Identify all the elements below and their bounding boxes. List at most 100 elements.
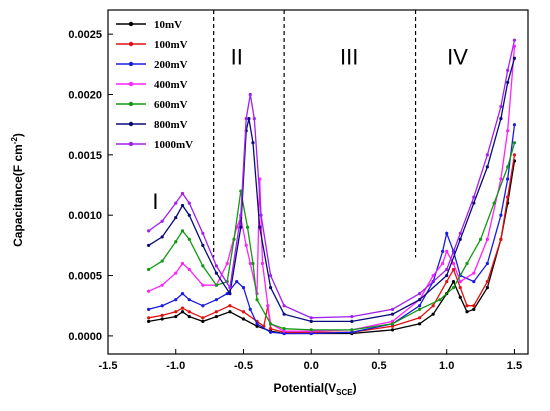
data-point — [160, 235, 164, 239]
data-point — [512, 56, 517, 60]
data-point — [180, 261, 185, 266]
data-point — [499, 237, 503, 241]
data-point — [472, 195, 476, 199]
data-point — [266, 304, 270, 308]
data-point — [232, 237, 236, 241]
data-point — [485, 286, 489, 290]
data-point — [214, 283, 218, 287]
data-point — [485, 237, 489, 241]
data-point — [472, 304, 476, 308]
y-tick-label: 0.0005 — [68, 271, 102, 283]
data-point — [180, 203, 185, 208]
data-point — [445, 273, 449, 278]
region-labels: III III IV — [152, 44, 468, 214]
data-point — [187, 213, 191, 217]
y-tick-label: 0.0000 — [68, 331, 102, 343]
data-point — [506, 177, 510, 181]
data-point — [147, 243, 151, 247]
data-point — [445, 279, 449, 284]
data-point — [268, 330, 273, 334]
data-point — [458, 279, 462, 284]
y-tick-label: 0.0010 — [68, 210, 102, 222]
data-point — [251, 141, 255, 145]
data-point — [390, 307, 395, 311]
data-point — [441, 261, 445, 266]
legend-item: 400mV — [116, 79, 188, 91]
data-point — [506, 129, 510, 133]
data-point — [174, 271, 178, 275]
data-point — [174, 310, 178, 314]
data-point — [201, 264, 205, 268]
x-tick-label: 1.5 — [507, 360, 522, 372]
data-point — [255, 298, 259, 302]
series-line — [148, 124, 516, 335]
data-point — [451, 286, 456, 290]
x-tick-label: 0.0 — [304, 360, 319, 372]
data-point — [201, 316, 205, 320]
data-point — [512, 123, 517, 127]
data-point — [485, 153, 489, 157]
data-point — [248, 261, 252, 266]
x-axis-label: Potential(VSCE) — [273, 381, 356, 397]
data-point — [241, 286, 246, 290]
data-point — [445, 267, 449, 272]
legend-label: 800mV — [154, 119, 188, 131]
data-point — [485, 279, 489, 284]
region-label: III — [340, 44, 358, 69]
data-point — [180, 191, 185, 196]
data-point — [147, 289, 151, 293]
data-point — [201, 243, 205, 247]
data-point — [390, 328, 395, 332]
legend-label: 200mV — [154, 59, 188, 71]
series-200mV — [147, 123, 517, 336]
data-point — [309, 328, 313, 332]
data-point — [445, 249, 449, 254]
data-point — [187, 237, 191, 241]
legend-swatch-marker — [128, 61, 134, 67]
data-point — [187, 201, 191, 205]
legend-label: 1000mV — [154, 139, 193, 151]
region-label: II — [231, 44, 243, 69]
data-point — [160, 304, 164, 308]
data-point — [180, 310, 185, 314]
data-point — [451, 279, 456, 284]
y-axis-label-sup: -2 — [10, 137, 19, 145]
data-point — [187, 314, 191, 319]
data-point — [499, 117, 503, 121]
data-point — [438, 298, 442, 302]
data-point — [255, 324, 259, 328]
data-point — [350, 328, 354, 332]
data-point — [350, 314, 354, 319]
x-tick-label: -1.5 — [99, 360, 118, 372]
data-point — [485, 165, 489, 169]
data-point — [472, 307, 476, 311]
data-point — [147, 229, 151, 233]
data-point — [445, 231, 449, 235]
data-point — [174, 314, 178, 319]
data-point — [390, 319, 395, 324]
plot-area — [107, 9, 529, 355]
data-point — [309, 331, 313, 336]
data-point — [451, 267, 456, 272]
data-point — [225, 261, 229, 266]
data-point — [458, 237, 462, 241]
data-point — [499, 177, 503, 181]
data-point — [174, 216, 178, 220]
data-point — [214, 310, 218, 314]
data-point — [506, 80, 510, 85]
data-point — [147, 307, 151, 311]
data-point — [465, 304, 469, 308]
data-point — [390, 312, 395, 316]
data-point — [506, 165, 510, 169]
data-point — [350, 319, 354, 324]
legend-item: 10mV — [116, 19, 182, 31]
data-point — [268, 322, 273, 326]
legend-swatch-marker — [128, 101, 134, 107]
data-point — [499, 104, 503, 109]
data-point — [282, 312, 286, 316]
region-label: IV — [447, 44, 468, 69]
data-point — [309, 316, 313, 320]
legend-swatch-marker — [128, 141, 134, 147]
legend-label: 10mV — [154, 19, 182, 31]
